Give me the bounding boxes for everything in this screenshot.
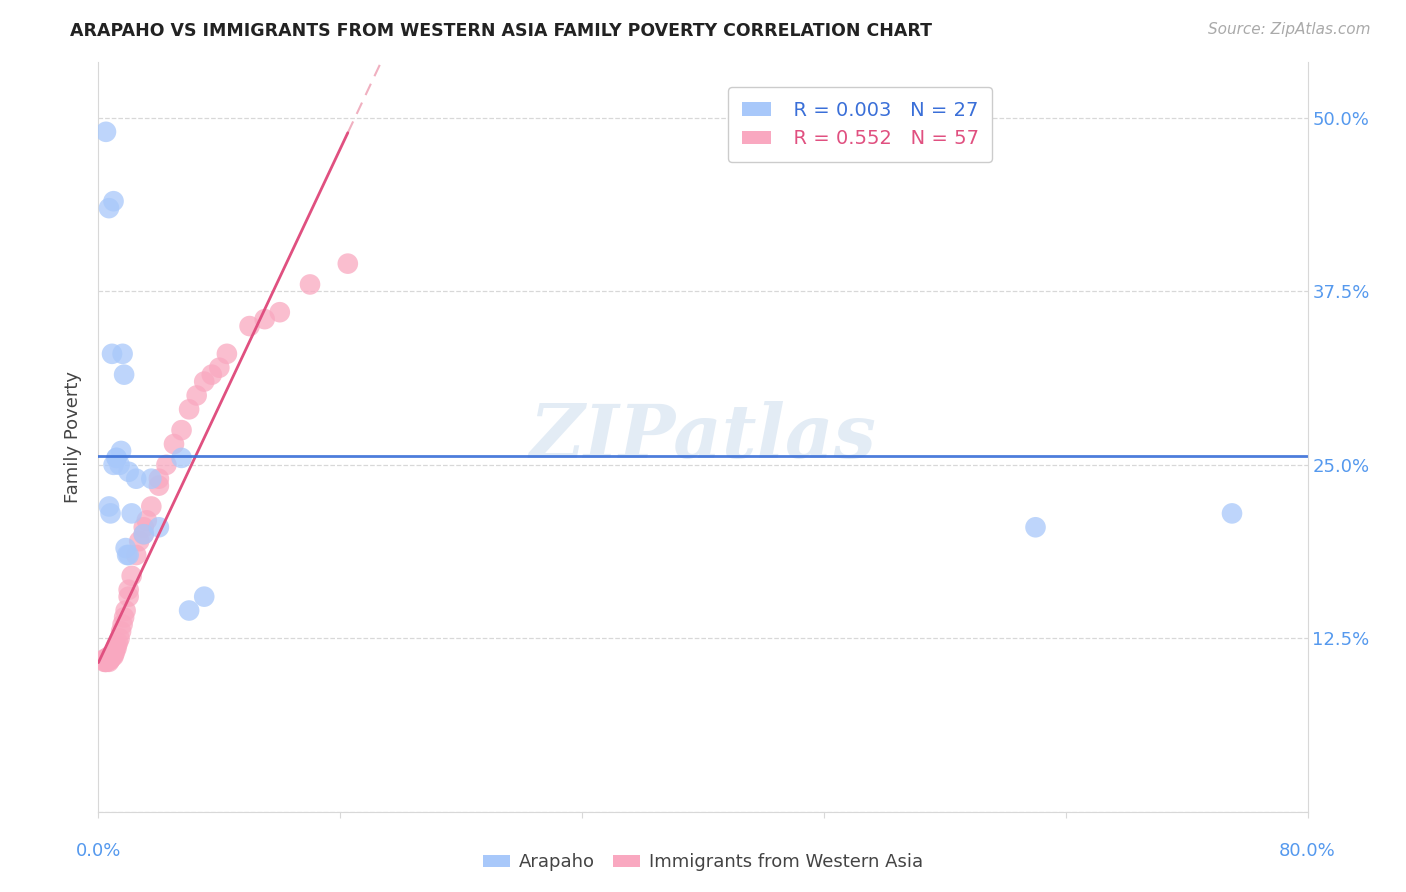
Point — [103, 645, 125, 659]
Y-axis label: Family Poverty: Family Poverty — [65, 371, 83, 503]
Point — [215, 347, 238, 361]
Point — [100, 652, 122, 666]
Point — [98, 201, 121, 215]
Point — [208, 360, 231, 375]
Point — [100, 507, 122, 521]
Point — [118, 582, 141, 597]
Point — [114, 541, 136, 555]
Point — [193, 375, 215, 389]
Text: ZIPatlas: ZIPatlas — [530, 401, 876, 474]
Point — [101, 347, 124, 361]
Point — [93, 652, 115, 666]
Text: 80.0%: 80.0% — [1279, 842, 1336, 860]
Point — [114, 603, 136, 617]
Point — [112, 610, 135, 624]
Point — [98, 653, 121, 667]
Point — [98, 649, 121, 664]
Point — [94, 125, 117, 139]
Point — [100, 650, 122, 665]
Point — [125, 472, 148, 486]
Point — [239, 319, 262, 334]
Point — [125, 548, 148, 562]
Point — [141, 472, 163, 486]
Point — [148, 520, 170, 534]
Point — [132, 527, 155, 541]
Point — [98, 655, 121, 669]
Point — [98, 652, 121, 666]
Point — [118, 548, 141, 562]
Point — [128, 534, 150, 549]
Point — [186, 388, 208, 402]
Point — [115, 548, 138, 562]
Point — [105, 640, 128, 655]
Point — [170, 450, 193, 465]
Point — [1220, 507, 1243, 521]
Point — [94, 652, 117, 666]
Point — [100, 649, 122, 664]
Text: Source: ZipAtlas.com: Source: ZipAtlas.com — [1208, 22, 1371, 37]
Point — [269, 305, 291, 319]
Point — [111, 617, 134, 632]
Point — [336, 257, 359, 271]
Point — [104, 642, 127, 657]
Text: ARAPAHO VS IMMIGRANTS FROM WESTERN ASIA FAMILY POVERTY CORRELATION CHART: ARAPAHO VS IMMIGRANTS FROM WESTERN ASIA … — [70, 22, 932, 40]
Point — [101, 648, 124, 662]
Point — [105, 450, 128, 465]
Point — [94, 655, 117, 669]
Point — [100, 652, 122, 666]
Point — [96, 653, 118, 667]
Legend:   R = 0.003   N = 27,   R = 0.552   N = 57: R = 0.003 N = 27, R = 0.552 N = 57 — [728, 87, 993, 162]
Point — [1024, 520, 1046, 534]
Point — [141, 500, 163, 514]
Point — [148, 478, 170, 492]
Point — [121, 569, 143, 583]
Point — [118, 590, 141, 604]
Point — [96, 650, 118, 665]
Point — [132, 520, 155, 534]
Point — [170, 423, 193, 437]
Point — [93, 655, 115, 669]
Point — [135, 513, 157, 527]
Point — [103, 458, 125, 472]
Point — [94, 652, 117, 666]
Point — [94, 652, 117, 666]
Point — [108, 632, 131, 646]
Point — [110, 624, 132, 639]
Point — [101, 649, 124, 664]
Point — [105, 450, 128, 465]
Point — [111, 347, 134, 361]
Point — [108, 458, 131, 472]
Point — [193, 590, 215, 604]
Point — [98, 500, 121, 514]
Point — [179, 603, 201, 617]
Point — [103, 648, 125, 662]
Point — [201, 368, 224, 382]
Point — [105, 638, 128, 652]
Point — [299, 277, 322, 292]
Point — [104, 645, 127, 659]
Point — [148, 472, 170, 486]
Point — [253, 312, 276, 326]
Text: 0.0%: 0.0% — [76, 842, 121, 860]
Point — [121, 507, 143, 521]
Point — [118, 465, 141, 479]
Point — [107, 635, 129, 649]
Point — [103, 649, 125, 664]
Point — [103, 194, 125, 209]
Point — [155, 458, 177, 472]
Legend: Arapaho, Immigrants from Western Asia: Arapaho, Immigrants from Western Asia — [475, 847, 931, 879]
Point — [112, 368, 135, 382]
Point — [179, 402, 201, 417]
Point — [94, 655, 117, 669]
Point — [132, 527, 155, 541]
Point — [110, 444, 132, 458]
Point — [163, 437, 186, 451]
